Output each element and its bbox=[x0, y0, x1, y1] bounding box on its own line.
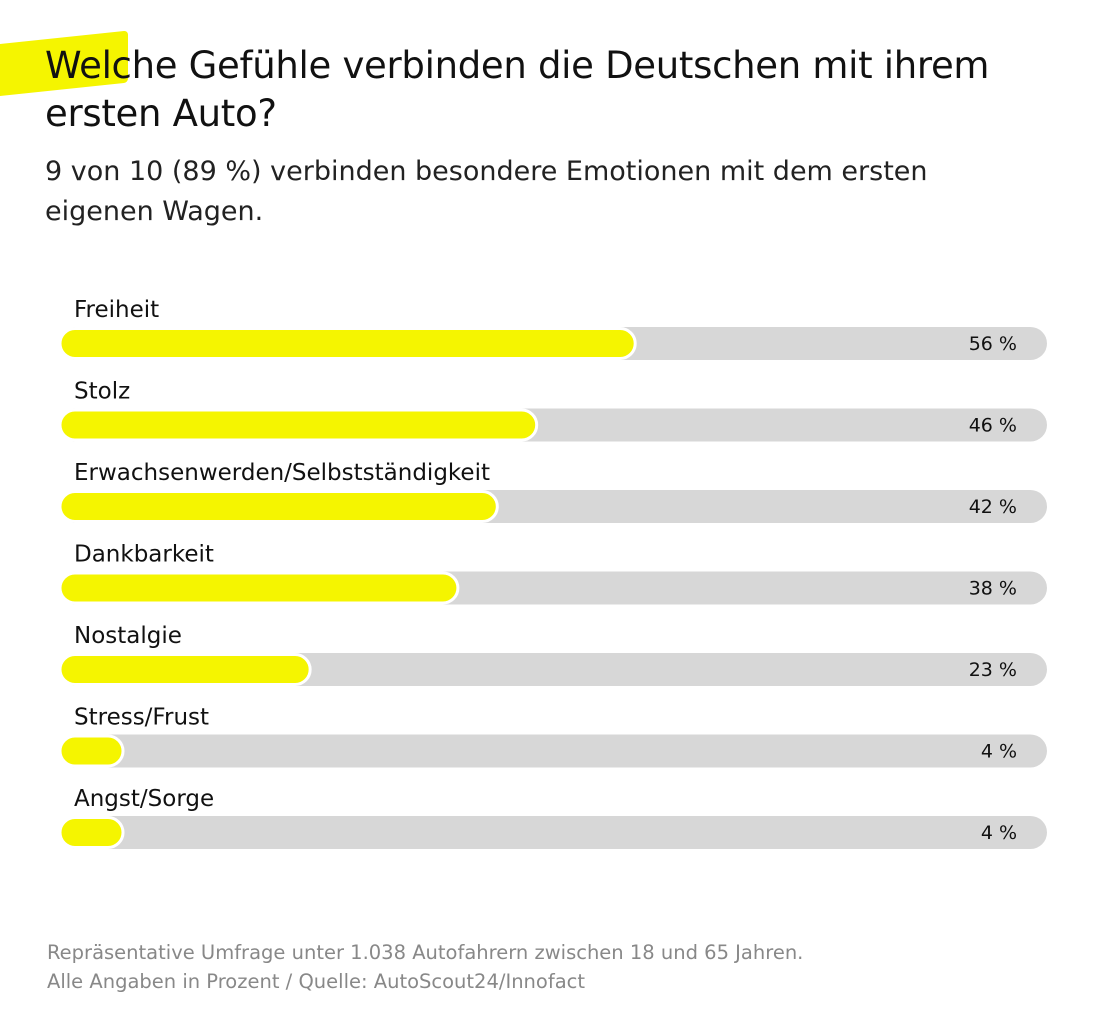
bar bbox=[58, 816, 125, 849]
category-label: Erwachsenwerden/Selbstständigkeit bbox=[74, 460, 490, 486]
value-label: 42 % bbox=[969, 496, 1017, 518]
bar bbox=[58, 734, 125, 768]
bar bbox=[58, 653, 312, 686]
bar bbox=[58, 408, 539, 442]
bar bbox=[58, 571, 460, 605]
chart-title: Welche Gefühle verbinden die Deutschen m… bbox=[45, 44, 990, 135]
footnote-line-2: Alle Angaben in Prozent / Quelle: AutoSc… bbox=[47, 970, 586, 993]
category-label: Stress/Frust bbox=[74, 705, 209, 731]
value-label: 38 % bbox=[969, 578, 1017, 600]
value-label: 23 % bbox=[969, 659, 1017, 681]
footnote-line-1: Repräsentative Umfrage unter 1.038 Autof… bbox=[47, 941, 804, 964]
bar bbox=[58, 490, 499, 523]
value-label: 46 % bbox=[969, 415, 1017, 437]
bar-chart: Freiheit 56 % Stolz 46 % Erwachsenwerden/Sel… bbox=[58, 297, 1047, 849]
category-label: Stolz bbox=[74, 379, 130, 405]
value-label: 4 % bbox=[981, 822, 1017, 844]
bar bbox=[58, 327, 637, 360]
footnote: Repräsentative Umfrage unter 1.038 Autof… bbox=[47, 938, 803, 996]
category-label: Freiheit bbox=[74, 297, 159, 323]
bar-track bbox=[60, 816, 1047, 849]
value-label: 56 % bbox=[969, 333, 1017, 355]
chart-subtitle: 9 von 10 (89 %) verbinden besondere Emot… bbox=[45, 156, 928, 227]
category-label: Nostalgie bbox=[74, 623, 182, 649]
category-label: Angst/Sorge bbox=[74, 786, 214, 812]
value-label: 4 % bbox=[981, 741, 1017, 763]
category-label: Dankbarkeit bbox=[74, 542, 214, 568]
bar-track bbox=[60, 734, 1047, 768]
